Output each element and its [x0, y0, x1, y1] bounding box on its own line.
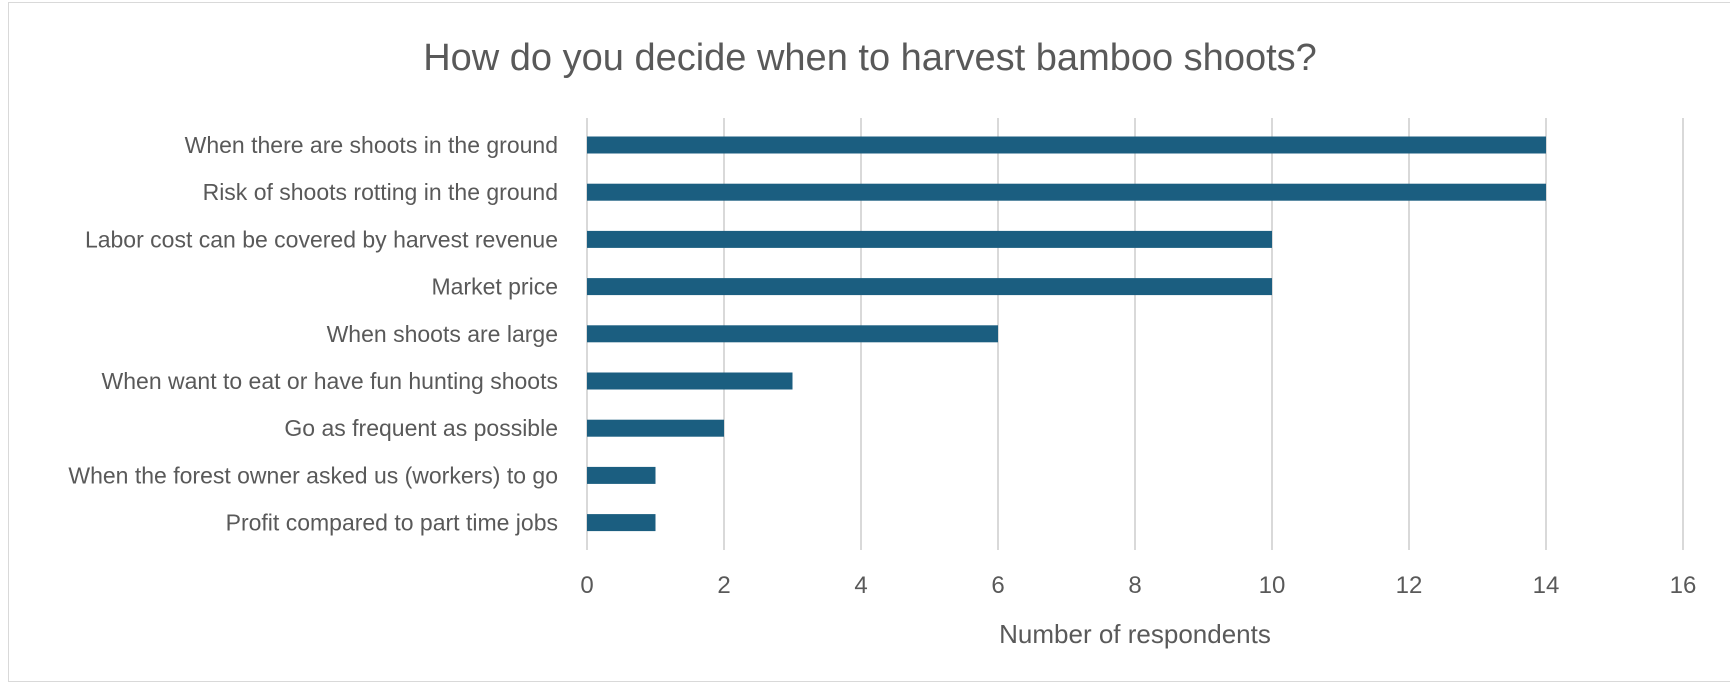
category-label: When the forest owner asked us (workers)… [68, 462, 558, 488]
category-label: Profit compared to part time jobs [226, 510, 558, 536]
bars [587, 136, 1546, 532]
x-axis-title: Number of respondents [999, 619, 1271, 649]
category-label: When there are shoots in the ground [185, 132, 558, 158]
category-label: When shoots are large [327, 321, 558, 347]
x-tick-label: 10 [1259, 572, 1286, 599]
x-tick-label: 4 [854, 572, 867, 599]
bar [587, 419, 724, 437]
bar [587, 325, 998, 343]
bar [587, 230, 1272, 248]
x-tick-label: 2 [717, 572, 730, 599]
x-tick-label: 14 [1533, 572, 1560, 599]
x-tick-label: 16 [1670, 572, 1697, 599]
category-label: When want to eat or have fun hunting sho… [102, 368, 558, 394]
category-label: Labor cost can be covered by harvest rev… [85, 226, 558, 252]
x-tick-labels: 0 2 4 6 8 10 12 14 16 [580, 572, 1696, 599]
x-tick-label: 8 [1128, 572, 1141, 599]
bar [587, 466, 656, 484]
chart-title: How do you decide when to harvest bamboo… [423, 37, 1317, 79]
category-label: Go as frequent as possible [284, 415, 558, 441]
x-tick-label: 12 [1396, 572, 1423, 599]
bar [587, 514, 656, 532]
bar [587, 278, 1272, 296]
category-label: Risk of shoots rotting in the ground [203, 179, 558, 205]
x-tick-label: 6 [991, 572, 1004, 599]
bar [587, 372, 793, 390]
x-tick-label: 0 [580, 572, 593, 599]
category-labels: When there are shoots in the ground Risk … [68, 132, 558, 536]
category-label: Market price [431, 274, 558, 300]
bar [587, 136, 1546, 154]
bar [587, 183, 1546, 201]
